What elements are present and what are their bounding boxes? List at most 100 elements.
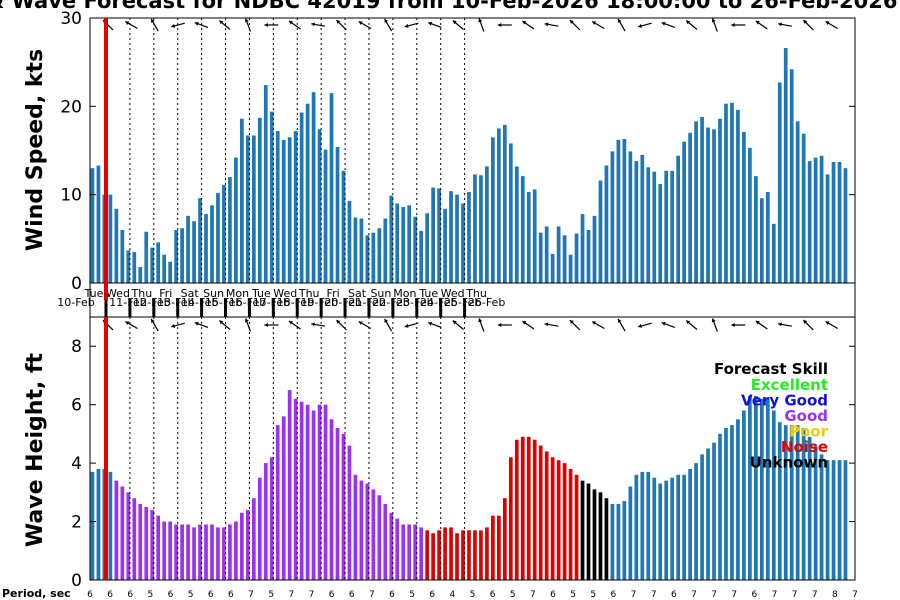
period-value: 7: [248, 590, 254, 600]
wave-bar: [730, 425, 734, 580]
direction-arrow-icon: [428, 21, 442, 28]
day-date-label: 20-Feb: [324, 296, 361, 309]
wind-bar: [120, 230, 125, 283]
wave-bar: [359, 480, 364, 580]
wave-bar: [759, 398, 764, 580]
direction-arrow-icon: [569, 319, 581, 331]
period-value: 7: [852, 590, 858, 600]
wind-bar: [275, 131, 280, 283]
wind-bar: [748, 147, 752, 283]
wave-bar: [825, 460, 830, 580]
direction-arrow-icon: [661, 21, 676, 28]
wind-y-tick-label: 20: [60, 97, 82, 117]
wave-bar: [210, 524, 214, 580]
wave-bar: [395, 518, 400, 580]
wave-y-axis: 0 2 4 6 8: [71, 337, 855, 591]
wind-speed-panel: 0 10 20 30 Wind Speed, kts: [23, 9, 856, 294]
period-value: 5: [590, 590, 596, 600]
direction-arrow-icon: [802, 319, 814, 331]
wave-bar: [801, 428, 806, 580]
wind-bar: [706, 127, 710, 283]
wave-y-tick-label: 0: [71, 571, 82, 591]
wind-bar: [407, 205, 412, 283]
wave-bar: [646, 471, 651, 580]
wind-bar: [383, 218, 388, 283]
wave-bar: [502, 498, 507, 580]
wave-bar: [347, 445, 352, 580]
wind-bar: [622, 139, 627, 283]
period-value: 6: [550, 590, 556, 600]
legend-entry: Poor: [789, 423, 829, 441]
wind-bar: [688, 132, 692, 283]
period-value: 6: [208, 590, 214, 600]
wave-bar: [508, 457, 513, 580]
wave-bar: [144, 506, 149, 580]
wave-bar: [520, 436, 525, 580]
wave-bar: [640, 471, 645, 580]
wave-bar: [538, 445, 543, 580]
direction-arrow-icon: [522, 320, 535, 330]
wave-bar: [443, 527, 447, 580]
wind-y-tick-label: 10: [60, 186, 82, 206]
direction-arrow-icon: [428, 321, 442, 328]
wind-bar: [287, 137, 292, 283]
wind-bar: [365, 235, 370, 283]
wave-bar: [712, 442, 716, 580]
period-value: 7: [288, 590, 294, 600]
period-value: 6: [107, 590, 113, 600]
day-weekday-label: Mon: [393, 287, 416, 300]
wind-bar: [544, 226, 549, 283]
day-weekday-label: Wed: [273, 287, 297, 300]
direction-arrow-icon: [124, 320, 138, 330]
wind-bar: [216, 192, 220, 283]
wind-bar: [174, 230, 178, 283]
period-value: 5: [148, 590, 154, 600]
wave-bar: [819, 454, 824, 580]
wind-bar: [479, 175, 483, 283]
wave-bar: [754, 395, 758, 580]
legend-entry: Good: [784, 407, 828, 425]
direction-arrow-icon: [802, 19, 814, 31]
wave-bar: [305, 404, 310, 580]
day-weekday-label: Tue: [84, 287, 104, 300]
wave-height-panel: 0 2 4 6 8 Wave Height, ft Forecast SkillExce…: [23, 316, 856, 591]
wave-bar: [263, 463, 268, 580]
wave-bar: [514, 439, 519, 580]
wave-y-tick-label: 6: [71, 396, 82, 416]
direction-arrow-icon: [711, 318, 718, 332]
wind-bar: [467, 192, 471, 283]
wave-bar: [658, 483, 663, 580]
wave-bar: [407, 524, 412, 580]
direction-arrow-icon: [777, 322, 792, 327]
wind-bar: [419, 230, 424, 283]
wave-bar: [281, 416, 286, 580]
legend-title: Forecast Skill: [714, 360, 828, 378]
wind-bar: [843, 168, 848, 283]
direction-arrow-icon: [358, 320, 372, 330]
day-weekday-label: Thu: [465, 287, 487, 300]
wind-bar: [586, 230, 591, 283]
wind-bar: [837, 161, 842, 283]
direction-arrow-icon: [711, 18, 718, 32]
wind-bar: [425, 213, 429, 283]
wind-speed-bars: [90, 48, 848, 284]
wave-bar: [491, 515, 495, 580]
wave-bar: [114, 480, 119, 580]
day-date-label: 21-Feb: [348, 296, 385, 309]
direction-arrow-icon: [617, 318, 626, 332]
period-value: 5: [510, 590, 516, 600]
legend-entry: Noise: [781, 438, 828, 456]
period-value: 6: [429, 590, 435, 600]
wave-bar: [365, 483, 370, 580]
direction-arrow-icon: [591, 320, 605, 330]
wind-bar: [813, 157, 818, 283]
direction-arrow-icon: [264, 322, 279, 328]
direction-arrow-icon: [336, 319, 347, 331]
wind-y-label: Wind Speed, kts: [23, 49, 48, 251]
direction-arrow-icon: [755, 20, 768, 30]
wind-bar: [550, 253, 555, 283]
direction-arrow-icon: [218, 20, 231, 30]
direction-arrow-icon: [336, 19, 347, 31]
period-value: 6: [490, 590, 496, 600]
period-value: 7: [309, 590, 315, 600]
